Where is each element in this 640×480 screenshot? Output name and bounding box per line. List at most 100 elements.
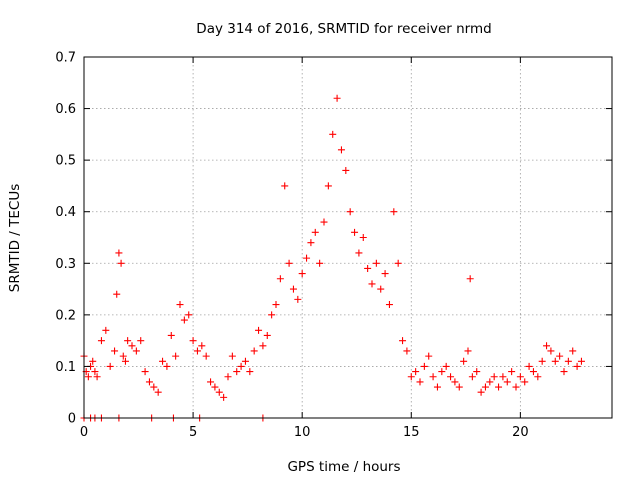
y-tick-label: 0: [68, 412, 76, 427]
y-tick-label: 0.1: [55, 360, 76, 375]
grid-layer: [84, 57, 612, 418]
tick-labels: 0 0.1 0.2 0.3 0.4 0.5 0.6 0.7 0 5 10 15 20: [55, 51, 528, 441]
data-point: [481, 383, 489, 391]
data-point: [337, 146, 345, 154]
data-point: [464, 347, 472, 355]
data-point: [233, 368, 241, 376]
data-point: [534, 373, 542, 381]
data-point: [503, 378, 511, 386]
data-point: [220, 393, 228, 401]
data-point: [113, 290, 121, 298]
data-point: [525, 362, 533, 370]
data-point: [512, 383, 520, 391]
data-point: [241, 357, 249, 365]
data-point: [508, 368, 516, 376]
y-tick-label: 0.5: [55, 154, 76, 169]
data-point: [425, 352, 433, 360]
data-point: [324, 182, 332, 190]
data-point: [132, 347, 140, 355]
data-point: [91, 368, 99, 376]
plot-frame: [83, 56, 613, 419]
data-point: [429, 373, 437, 381]
data-point: [529, 368, 537, 376]
data-point: [564, 357, 572, 365]
data-point: [117, 259, 125, 267]
data-point: [473, 368, 481, 376]
data-point: [403, 347, 411, 355]
data-point: [193, 347, 201, 355]
data-point: [442, 362, 450, 370]
data-point: [215, 388, 223, 396]
data-point: [141, 368, 149, 376]
y-tick-label: 0.4: [55, 205, 76, 220]
data-point: [333, 94, 341, 102]
data-point: [560, 368, 568, 376]
data-point: [121, 357, 129, 365]
data-point: [150, 383, 158, 391]
data-point: [351, 228, 359, 236]
data-point: [285, 259, 293, 267]
data-point: [368, 280, 376, 288]
data-point: [268, 311, 276, 319]
data-point: [407, 373, 415, 381]
data-point: [556, 352, 564, 360]
data-point: [438, 368, 446, 376]
data-point: [538, 357, 546, 365]
data-point: [154, 388, 162, 396]
x-tick-label: 15: [403, 425, 420, 440]
data-point: [329, 130, 337, 138]
data-point: [263, 331, 271, 339]
data-point: [163, 362, 171, 370]
data-point: [97, 337, 105, 345]
data-point: [577, 357, 585, 365]
y-tick-label: 0.3: [55, 257, 76, 272]
data-point: [346, 208, 354, 216]
data-point: [228, 352, 236, 360]
data-point: [276, 275, 284, 283]
data-point: [385, 301, 393, 309]
data-point: [202, 352, 210, 360]
data-point: [111, 347, 119, 355]
data-point: [237, 362, 245, 370]
data-point: [390, 208, 398, 216]
data-point: [128, 342, 136, 350]
data-point: [573, 362, 581, 370]
x-tick-label: 5: [189, 425, 197, 440]
data-point: [412, 368, 420, 376]
data-point: [486, 378, 494, 386]
data-point: [416, 378, 424, 386]
data-point: [320, 218, 328, 226]
data-point: [119, 352, 127, 360]
data-point: [303, 254, 311, 262]
x-tick-label: 20: [512, 425, 529, 440]
data-point: [381, 270, 389, 278]
data-point: [167, 331, 175, 339]
data-point: [289, 285, 297, 293]
data-point: [460, 357, 468, 365]
data-point: [137, 337, 145, 345]
data-point: [294, 295, 302, 303]
data-point: [185, 311, 193, 319]
data-point: [106, 362, 114, 370]
data-point: [433, 383, 441, 391]
y-tick-label: 0.7: [55, 51, 76, 66]
x-tick-label: 0: [80, 425, 88, 440]
data-point: [521, 378, 529, 386]
data-point: [250, 347, 258, 355]
data-point: [359, 234, 367, 241]
data-point: [516, 373, 524, 381]
data-point: [364, 264, 372, 272]
data-point: [451, 378, 459, 386]
data-point: [495, 383, 503, 391]
data-point: [468, 373, 476, 381]
data-point: [355, 249, 363, 257]
data-point: [102, 326, 110, 334]
data-point: [115, 249, 123, 257]
data-point: [224, 373, 232, 381]
data-point: [189, 337, 197, 345]
data-point: [172, 352, 180, 360]
data-point: [176, 301, 184, 309]
data-point: [281, 182, 289, 190]
data-point: [543, 342, 551, 350]
